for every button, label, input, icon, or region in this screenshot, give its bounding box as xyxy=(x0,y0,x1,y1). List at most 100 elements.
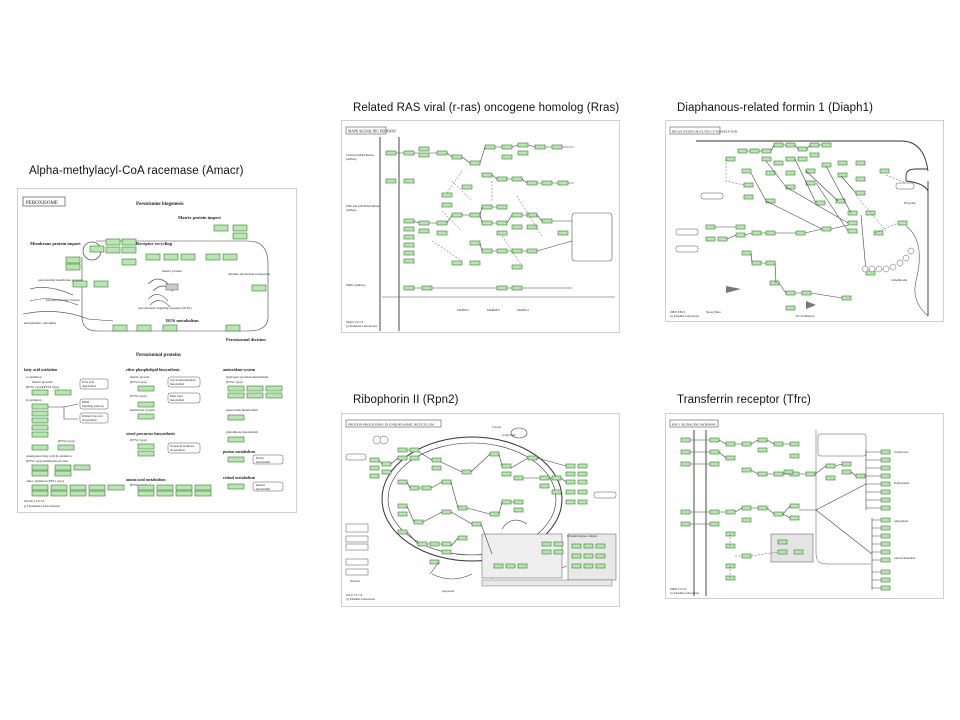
svg-text:MAPK14: MAPK14 xyxy=(517,308,529,312)
svg-text:membrane protein: membrane protein xyxy=(130,408,155,412)
panel-rras: MAPK SIGNALING PATHWAY Classical MAP kin… xyxy=(341,120,620,333)
amacr-footer-2: (c) Kanehisa Laboratories xyxy=(24,504,61,508)
svg-text:MAPK3/1: MAPK3/1 xyxy=(457,308,470,312)
svg-text:(PTS2 type): (PTS2 type) xyxy=(58,439,74,443)
amacr-section-proteins: Peroxisomal proteins xyxy=(136,353,181,358)
rras-footer-1: 04014 3/11/15 xyxy=(346,320,364,324)
svg-text:(PTS1 type) membrane protein: (PTS1 type) membrane protein xyxy=(26,459,68,463)
svg-text:metabolism: metabolism xyxy=(170,398,185,402)
svg-text:Nucleus: Nucleus xyxy=(350,579,361,583)
svg-text:Golgi body: Golgi body xyxy=(502,433,516,437)
rras-pathway-map: MAPK SIGNALING PATHWAY Classical MAP kin… xyxy=(345,126,615,331)
amacr-section-biogenesis: Peroxisome biogenesis xyxy=(136,202,184,207)
svg-text:biosynthesis: biosynthesis xyxy=(82,418,98,422)
svg-text:peroxisomal membrane protein: peroxisomal membrane protein xyxy=(38,278,82,282)
svg-text:adenine nucleotide transporter: adenine nucleotide transporter xyxy=(228,272,271,276)
amacr-section-amino: amino acid metabolism xyxy=(126,477,166,482)
svg-text:peroxisomal targeting sequence: peroxisomal targeting sequence (PTS) xyxy=(138,306,192,310)
diaph1-footer-2: (c) Kanehisa Laboratories xyxy=(670,315,699,318)
title-amacr: Alpha-methylacyl-CoA racemase (Amacr) xyxy=(29,165,244,177)
svg-text:hydrogen peroxide metabolism: hydrogen peroxide metabolism xyxy=(226,375,269,379)
rpn2-footer-1: 04141 7/17/13 xyxy=(346,594,363,597)
panel-diaph1: REGULATION OF ACTIN CYTOSKELETON xyxy=(665,120,944,322)
svg-text:unsaturated fatty acid β-oxida: unsaturated fatty acid β-oxidation xyxy=(26,454,72,458)
panel-rpn2: PROTEIN PROCESSING IN ENDOPLASMIC RETICU… xyxy=(341,413,620,607)
svg-text:Glycerophospholipid: Glycerophospholipid xyxy=(170,378,196,382)
tfrc-footer-1: 04066 5/13/13 xyxy=(670,588,687,591)
rras-header-label: MAPK SIGNALING PATHWAY xyxy=(348,130,397,134)
svg-text:Erythropoiesis: Erythropoiesis xyxy=(894,482,909,485)
amacr-section-division: Peroxisomal division xyxy=(226,337,266,342)
svg-text:pathway: pathway xyxy=(346,157,357,161)
svg-text:superoxide metabolism: superoxide metabolism xyxy=(226,408,258,412)
svg-text:ERK5 pathway: ERK5 pathway xyxy=(346,283,366,287)
title-diaph1: Diaphanous-related formin 1 (Diaph1) xyxy=(677,102,874,114)
svg-text:biosynthesis: biosynthesis xyxy=(170,448,186,452)
tfrc-footer-2: (c) Kanehisa Laboratories xyxy=(670,592,699,595)
amacr-section-purine: purine metabolism xyxy=(223,449,256,454)
svg-text:Apoptosis: Apoptosis xyxy=(442,589,455,593)
diaph1-gene-boxes xyxy=(705,142,908,311)
svg-text:Stress fibers: Stress fibers xyxy=(706,310,722,314)
svg-text:β-oxidation: β-oxidation xyxy=(26,398,42,402)
svg-text:Retinol: Retinol xyxy=(256,483,265,487)
panel-tfrc: HIF-1 SIGNALING PATHWAY xyxy=(665,413,944,599)
svg-text:matrix proteins: matrix proteins xyxy=(32,380,53,384)
amacr-section-fatty: fatty acid oxidation xyxy=(24,367,58,372)
svg-text:Ubiquitin ligase complex: Ubiquitin ligase complex xyxy=(567,534,598,538)
svg-text:Ether lipid: Ether lipid xyxy=(170,394,183,398)
title-rras: Related RAS viral (r-ras) oncogene homol… xyxy=(353,102,620,114)
svg-text:Filopodia: Filopodia xyxy=(904,201,916,205)
svg-text:Vascular tone: Vascular tone xyxy=(894,451,909,454)
amacr-header-label: PEROXISOME xyxy=(26,201,58,206)
svg-text:MAPK8/9: MAPK8/9 xyxy=(487,308,500,312)
svg-text:matrix protein: matrix protein xyxy=(162,269,182,273)
amacr-section-matrix: Matrix protein import xyxy=(178,215,221,220)
amacr-section-recycling: Receptor recycling xyxy=(136,241,173,246)
svg-text:Purine: Purine xyxy=(256,456,265,460)
svg-text:(PTS1 type)(PTS2 type): (PTS1 type)(PTS2 type) xyxy=(26,385,59,389)
svg-text:pathway: pathway xyxy=(346,208,357,212)
svg-text:Glucose metabolism: Glucose metabolism xyxy=(894,557,915,560)
svg-text:(PTS1 type): (PTS1 type) xyxy=(130,394,146,398)
panel-amacr: PEROXISOME Peroxisome biogenesis Matrix … xyxy=(17,188,297,513)
svg-text:Angiogenesis: Angiogenesis xyxy=(894,520,908,523)
rpn2-footer-2: (c) Kanehisa Laboratories xyxy=(346,598,375,601)
svg-text:metabolism: metabolism xyxy=(170,382,185,386)
diaph1-header-label: REGULATION OF ACTIN CYTOSKELETON xyxy=(672,130,738,134)
svg-text:(PTS2 type): (PTS2 type) xyxy=(130,380,146,384)
svg-text:JNK and p38 MAP kinase: JNK and p38 MAP kinase xyxy=(346,204,380,208)
svg-text:Terpenoid backbone: Terpenoid backbone xyxy=(170,444,195,448)
tfrc-pathway-map: HIF-1 SIGNALING PATHWAY xyxy=(669,419,915,596)
rras-footer-2: (c) Kanehisa Laboratories xyxy=(346,324,378,328)
svg-text:Classical MAP kinase: Classical MAP kinase xyxy=(346,153,375,157)
svg-text:Fatty acid: Fatty acid xyxy=(82,380,94,384)
svg-text:(PTS1 type): (PTS1 type) xyxy=(130,438,146,442)
tfrc-header-label: HIF-1 SIGNALING PATHWAY xyxy=(672,423,717,427)
svg-text:(PTS1 type): (PTS1 type) xyxy=(226,380,242,384)
amacr-section-ether: ether phospholipid biosynthesis xyxy=(126,367,180,372)
amacr-footer-1: 04146 11/5/13 xyxy=(24,499,44,503)
title-tfrc: Transferrin receptor (Tfrc) xyxy=(677,394,811,406)
svg-text:Focal adhesion: Focal adhesion xyxy=(796,314,815,318)
title-rpn2: Ribophorin II (Rpn2) xyxy=(353,394,459,406)
svg-text:Cytosol: Cytosol xyxy=(492,425,502,429)
amacr-section-retinol: retinol metabolism xyxy=(223,475,256,480)
svg-text:metabolism: metabolism xyxy=(256,460,271,464)
amacr-pathway-map: PEROXISOME Peroxisome biogenesis Matrix … xyxy=(22,196,284,508)
svg-text:degradation: degradation xyxy=(82,384,97,388)
amacr-section-ros: ROS metabolism xyxy=(166,318,199,323)
rras-gene-boxes xyxy=(385,142,569,291)
amacr-gene-boxes xyxy=(65,224,267,332)
amacr-section-antiox: antioxidant system xyxy=(223,367,256,372)
svg-text:other oxidation (PTS1 type): other oxidation (PTS1 type) xyxy=(26,479,64,483)
rpn2-header-label: PROTEIN PROCESSING IN ENDOPLASMIC RETICU… xyxy=(348,423,434,427)
diaph1-pathway-map: REGULATION OF ACTIN CYTOSKELETON xyxy=(669,126,929,318)
rpn2-pathway-map: PROTEIN PROCESSING IN ENDOPLASMIC RETICU… xyxy=(345,419,617,601)
tfrc-gene-boxes xyxy=(680,437,891,591)
svg-text:Primary bile acid: Primary bile acid xyxy=(82,414,103,418)
svg-text:glutathione metabolism: glutathione metabolism xyxy=(226,430,258,434)
svg-text:α-oxidation: α-oxidation xyxy=(26,375,42,379)
svg-text:pre-peroxisomal vesicle: pre-peroxisomal vesicle xyxy=(46,298,80,302)
svg-text:matrix protein: matrix protein xyxy=(130,375,150,379)
